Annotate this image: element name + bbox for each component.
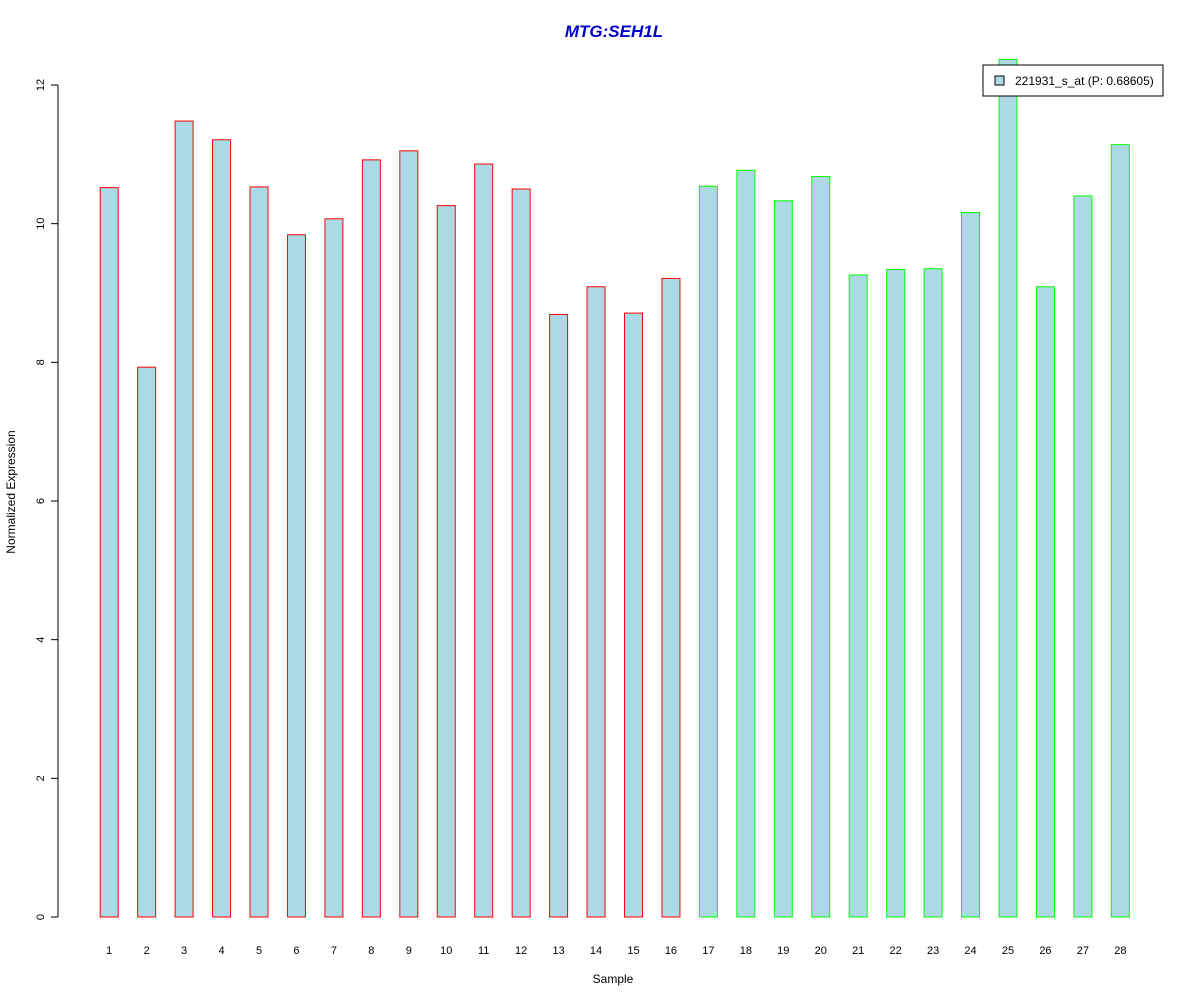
legend-swatch <box>994 75 1005 86</box>
x-tick-label: 3 <box>181 945 187 957</box>
x-tick-label: 14 <box>590 945 602 957</box>
bar-20 <box>811 176 831 918</box>
bar-5 <box>249 186 269 918</box>
x-tick-label: 26 <box>1039 945 1051 957</box>
y-tick-label: 8 <box>35 359 47 365</box>
y-tick-label: 6 <box>35 498 47 504</box>
x-axis-title: Sample <box>593 972 634 986</box>
bars <box>99 58 1130 918</box>
x-tick-label: 8 <box>368 945 374 957</box>
bar-6 <box>286 234 306 918</box>
bar-23 <box>923 268 943 918</box>
bar-28 <box>1110 144 1130 918</box>
bar-16 <box>661 277 681 918</box>
bar-26 <box>1035 286 1055 918</box>
x-tick-label: 7 <box>331 945 337 957</box>
bar-4 <box>212 139 232 918</box>
x-tick-label: 28 <box>1114 945 1126 957</box>
bar-13 <box>549 313 569 918</box>
bar-12 <box>511 188 531 918</box>
bar-18 <box>736 169 756 918</box>
bar-15 <box>624 312 643 918</box>
bar-14 <box>586 286 606 918</box>
x-tick-label: 15 <box>627 945 639 957</box>
legend-entry-label: 221931_s_at (P: 0.68605) <box>1015 74 1154 88</box>
bar-25 <box>998 58 1018 918</box>
x-tick-label: 11 <box>478 945 489 957</box>
bar-2 <box>137 366 157 918</box>
bar-3 <box>174 120 194 918</box>
x-tick-label: 19 <box>777 945 789 957</box>
x-tick-label: 16 <box>665 945 677 957</box>
x-tick-label: 1 <box>106 945 112 957</box>
x-tick-label: 21 <box>852 945 864 957</box>
x-tick-label: 23 <box>927 945 939 957</box>
x-tick-label: 22 <box>890 945 902 957</box>
bar-17 <box>698 185 718 918</box>
x-tick-label: 12 <box>515 945 527 957</box>
x-tick-label: 10 <box>440 945 452 957</box>
x-tick-label: 13 <box>552 945 564 957</box>
y-axis: 0 2 4 6 8 10 12 <box>35 79 59 920</box>
bar-27 <box>1073 195 1093 918</box>
y-tick-label: 12 <box>35 79 47 91</box>
x-tick-label: 17 <box>702 945 714 957</box>
y-axis-title: Normalized Expression <box>4 430 18 553</box>
chart-title: MTG:SEH1L <box>565 22 663 41</box>
x-tick-label: 25 <box>1002 945 1014 957</box>
bar-10 <box>436 205 456 918</box>
x-tick-label: 6 <box>293 945 299 957</box>
bar-11 <box>474 163 494 918</box>
bar-19 <box>773 200 793 918</box>
x-tick-label: 2 <box>144 945 150 957</box>
x-tick-label: 20 <box>815 945 827 957</box>
x-tick-label: 18 <box>740 945 752 957</box>
x-tick-label: 4 <box>218 945 224 957</box>
x-tick-label: 5 <box>256 945 262 957</box>
legend: 221931_s_at (P: 0.68605) <box>982 64 1164 97</box>
y-tick-label: 2 <box>35 775 47 781</box>
bar-8 <box>361 159 381 918</box>
x-tick-label: 24 <box>964 945 976 957</box>
y-tick-label: 4 <box>35 637 47 643</box>
y-tick-label: 0 <box>35 914 47 920</box>
x-tick-label: 9 <box>406 945 412 957</box>
y-tick-label: 10 <box>35 218 47 230</box>
bar-9 <box>399 150 419 918</box>
legend-box <box>982 64 1164 97</box>
x-axis: 1 2 3 4 5 6 7 8 9 10 11 12 13 14 15 16 17 18 19 20 21 22 23 24 2… <box>106 945 1126 957</box>
bar-1 <box>99 187 119 918</box>
x-tick-label: 27 <box>1077 945 1089 957</box>
bar-21 <box>848 274 868 918</box>
bar-7 <box>324 218 344 918</box>
bar-24 <box>961 212 981 918</box>
bar-22 <box>886 268 906 918</box>
